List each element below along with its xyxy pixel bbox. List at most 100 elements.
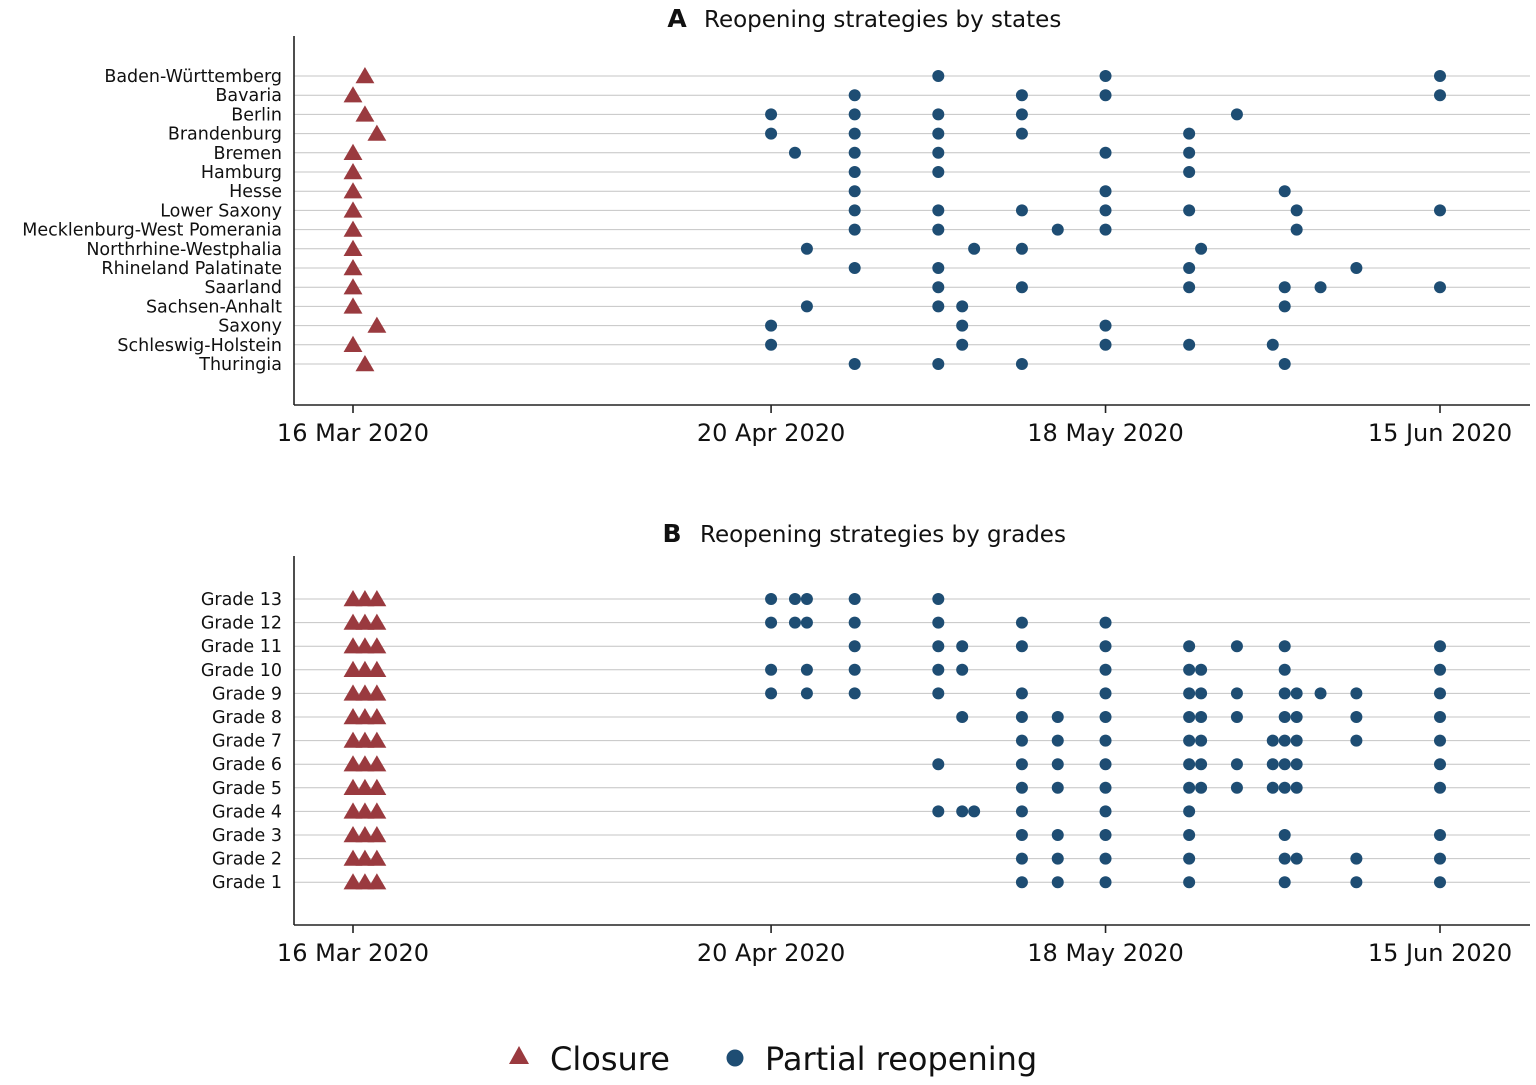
partial-reopening-marker xyxy=(1099,616,1112,629)
partial-reopening-marker xyxy=(848,262,861,274)
partial-reopening-marker xyxy=(1183,166,1196,178)
row-label: Thuringia xyxy=(198,355,282,375)
row-label: Saarland xyxy=(204,278,282,298)
partial-reopening-marker xyxy=(1434,711,1446,723)
partial-reopening-marker xyxy=(932,640,945,653)
partial-reopening-marker xyxy=(1278,640,1291,653)
closure-marker xyxy=(343,220,363,237)
partial-reopening-marker xyxy=(1015,876,1028,889)
panel-a-row-labels: Baden-WürttembergBavariaBerlinBrandenbur… xyxy=(22,67,282,375)
legend-closure-label: Closure xyxy=(550,1040,670,1078)
partial-reopening-marker xyxy=(1434,852,1446,865)
partial-reopening-marker xyxy=(1434,876,1446,889)
partial-reopening-marker xyxy=(800,687,813,700)
partial-reopening-marker xyxy=(1015,89,1028,102)
closure-marker xyxy=(343,201,363,218)
closure-marker xyxy=(343,239,363,256)
partial-reopening-marker xyxy=(765,687,778,700)
closure-marker xyxy=(355,637,375,654)
closure-marker xyxy=(367,660,387,677)
partial-reopening-marker xyxy=(1230,711,1243,723)
closure-marker xyxy=(355,873,375,890)
partial-reopening-marker xyxy=(848,89,861,102)
partial-reopening-marker xyxy=(1195,242,1208,255)
row-label: Grade 12 xyxy=(201,614,282,634)
row-label: Hamburg xyxy=(201,163,282,183)
panel-b-row-labels: Grade 13 Grade 12 Grade 11 Grade 10 Grade 9 G… xyxy=(201,590,282,893)
partial-reopening-marker xyxy=(1183,781,1196,794)
row-label: Grade 7 xyxy=(212,732,282,752)
partial-reopening-marker xyxy=(1350,687,1363,700)
partial-reopening-marker xyxy=(800,663,813,676)
closure-marker xyxy=(343,778,363,795)
closure-marker xyxy=(355,355,375,372)
partial-reopening-marker xyxy=(1434,781,1446,794)
row-label: Hesse xyxy=(229,182,282,202)
partial-reopening-marker xyxy=(956,338,969,351)
closure-marker xyxy=(355,105,375,122)
panel-b-marks xyxy=(343,590,1446,890)
partial-reopening-marker xyxy=(1099,781,1112,794)
x-tick-label: 18 May 2020 xyxy=(1027,939,1184,967)
panel-a-marks xyxy=(343,67,1446,372)
partial-reopening-marker xyxy=(848,593,861,605)
panel-b-gridlines xyxy=(294,598,1530,883)
partial-reopening-marker xyxy=(1266,781,1279,794)
partial-reopening-marker xyxy=(932,281,945,294)
partial-reopening-marker xyxy=(1434,758,1446,771)
partial-reopening-marker xyxy=(1099,223,1112,236)
partial-reopening-marker xyxy=(1099,687,1112,700)
partial-reopening-marker xyxy=(800,242,813,255)
partial-reopening-marker xyxy=(1015,281,1028,294)
partial-reopening-marker xyxy=(1434,829,1446,841)
closure-marker xyxy=(367,708,387,725)
closure-marker xyxy=(343,755,363,772)
partial-reopening-marker xyxy=(1051,711,1064,723)
panel-a-gridlines xyxy=(294,75,1530,365)
row-label: Lower Saxony xyxy=(160,201,282,221)
partial-reopening-marker xyxy=(1278,852,1291,865)
partial-reopening-marker xyxy=(848,358,861,370)
partial-reopening-marker xyxy=(1015,805,1028,818)
partial-reopening-marker xyxy=(765,108,778,121)
partial-reopening-marker xyxy=(932,166,945,178)
closure-marker xyxy=(343,684,363,701)
panel-b: B Reopening strategies by grades Grade 1… xyxy=(201,519,1530,967)
partial-reopening-marker xyxy=(1183,338,1196,351)
partial-reopening-marker xyxy=(932,358,945,370)
partial-reopening-marker xyxy=(1350,876,1363,889)
panel-b-x-ticks: 16 Mar 2020 20 Apr 2020 18 May 2020 15 Jun … xyxy=(277,925,1512,967)
partial-reopening-marker xyxy=(765,593,778,605)
closure-marker xyxy=(343,873,363,890)
closure-marker xyxy=(343,731,363,748)
row-label: Grade 6 xyxy=(212,755,282,775)
closure-marker xyxy=(367,873,387,890)
row-label: Grade 5 xyxy=(212,779,282,799)
partial-reopening-marker xyxy=(1051,829,1064,841)
partial-reopening-marker xyxy=(1278,358,1291,370)
partial-reopening-marker xyxy=(1195,781,1208,794)
partial-reopening-marker xyxy=(1183,734,1196,747)
partial-reopening-marker xyxy=(1015,829,1028,841)
partial-reopening-marker xyxy=(800,616,813,629)
partial-reopening-marker xyxy=(765,616,778,629)
partial-reopening-marker xyxy=(1278,781,1291,794)
partial-reopening-marker xyxy=(1278,734,1291,747)
partial-reopening-marker xyxy=(1015,640,1028,653)
partial-reopening-marker xyxy=(1015,358,1028,370)
partial-reopening-marker xyxy=(1266,734,1279,747)
partial-reopening-marker xyxy=(1230,781,1243,794)
closure-marker xyxy=(343,297,363,314)
x-tick-label: 20 Apr 2020 xyxy=(697,939,845,967)
partial-reopening-marker xyxy=(1183,281,1196,294)
row-label: Grade 11 xyxy=(201,637,282,657)
partial-reopening-marker xyxy=(1099,89,1112,102)
closure-marker xyxy=(343,802,363,819)
partial-reopening-marker xyxy=(932,127,945,140)
closure-marker xyxy=(355,755,375,772)
row-label: Mecklenburg-West Pomerania xyxy=(22,221,282,241)
partial-reopening-marker xyxy=(1015,242,1028,255)
legend-partial-marker xyxy=(726,1049,744,1067)
partial-reopening-marker xyxy=(1015,781,1028,794)
partial-reopening-marker xyxy=(848,223,861,236)
